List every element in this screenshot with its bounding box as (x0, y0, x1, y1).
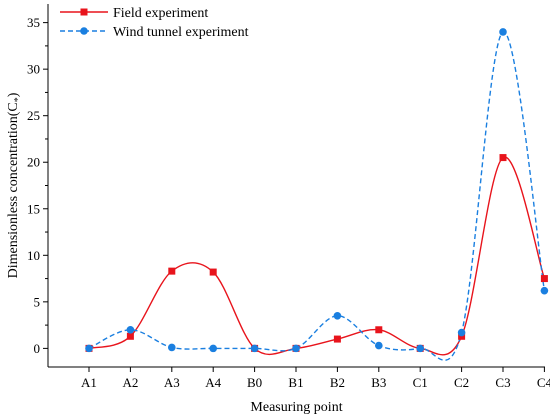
series-1-point (209, 268, 217, 276)
x-tick-label: A4 (205, 375, 221, 390)
y-tick-label: 10 (27, 248, 40, 263)
x-tick-label: C2 (454, 375, 469, 390)
legend-marker-1 (80, 8, 88, 16)
y-tick-label: 25 (27, 108, 40, 123)
y-tick-label: 5 (34, 294, 41, 309)
series-2-point (499, 28, 507, 36)
legend: Field experiment Wind tunnel experiment (60, 6, 249, 40)
x-tick-label: A1 (81, 375, 97, 390)
legend-marker-2 (80, 27, 88, 35)
x-tick-label: B2 (330, 375, 345, 390)
plot-markers (85, 28, 549, 353)
x-tick-label: B0 (247, 375, 262, 390)
series-2-point (250, 344, 259, 353)
plot-lines (88, 31, 546, 361)
x-tick-label: A3 (164, 375, 180, 390)
series-2-point (209, 344, 217, 353)
legend-label-2: Wind tunnel experiment (113, 25, 249, 40)
x-tick-label: B1 (288, 375, 303, 390)
series-2-point (375, 341, 383, 350)
y-tick-label: 15 (27, 201, 40, 216)
y-axis-label: Dimensionless concentration(C*) (6, 92, 24, 278)
axes (47, 4, 545, 368)
series-2-point (292, 344, 300, 353)
x-tick-label: A2 (122, 375, 138, 390)
series-2-point (540, 286, 549, 295)
y-tick-label: 20 (27, 155, 40, 170)
series-2-point (416, 344, 425, 353)
x-ticks: A1 A2 A3 A4 B0 B1 B2 B3 C1 C2 C3 C4 (81, 367, 550, 390)
series-2-point (168, 343, 176, 352)
series-line-1 (88, 156, 546, 356)
series-2-point (85, 344, 93, 353)
series-2-point (457, 328, 466, 337)
y-axis-label-close: ) (6, 92, 21, 97)
x-tick-label: C1 (413, 375, 428, 390)
series-line-2 (88, 31, 546, 361)
x-tick-label: C4 (537, 375, 550, 390)
y-ticks: 0 5 10 15 20 25 30 35 (27, 15, 48, 356)
series-2-point (333, 312, 342, 320)
series-1-point (168, 267, 176, 275)
series-1-point (375, 326, 383, 334)
y-axis-label-subscript: * (13, 97, 24, 102)
legend-label-1: Field experiment (113, 6, 208, 21)
series-2-point (126, 325, 135, 334)
series-1-point (540, 275, 548, 283)
series-1-point (126, 332, 134, 340)
series-1-point (499, 154, 507, 162)
x-tick-label: C3 (495, 375, 510, 390)
series-1-point (333, 335, 341, 343)
y-tick-label: 30 (27, 62, 40, 77)
x-tick-label: B3 (371, 375, 386, 390)
y-tick-label: 35 (27, 15, 40, 30)
y-tick-label: 0 (34, 341, 41, 356)
x-axis-label: Measuring point (250, 400, 342, 415)
y-axis-label-main: Dimensionless concentration(C (6, 102, 21, 278)
